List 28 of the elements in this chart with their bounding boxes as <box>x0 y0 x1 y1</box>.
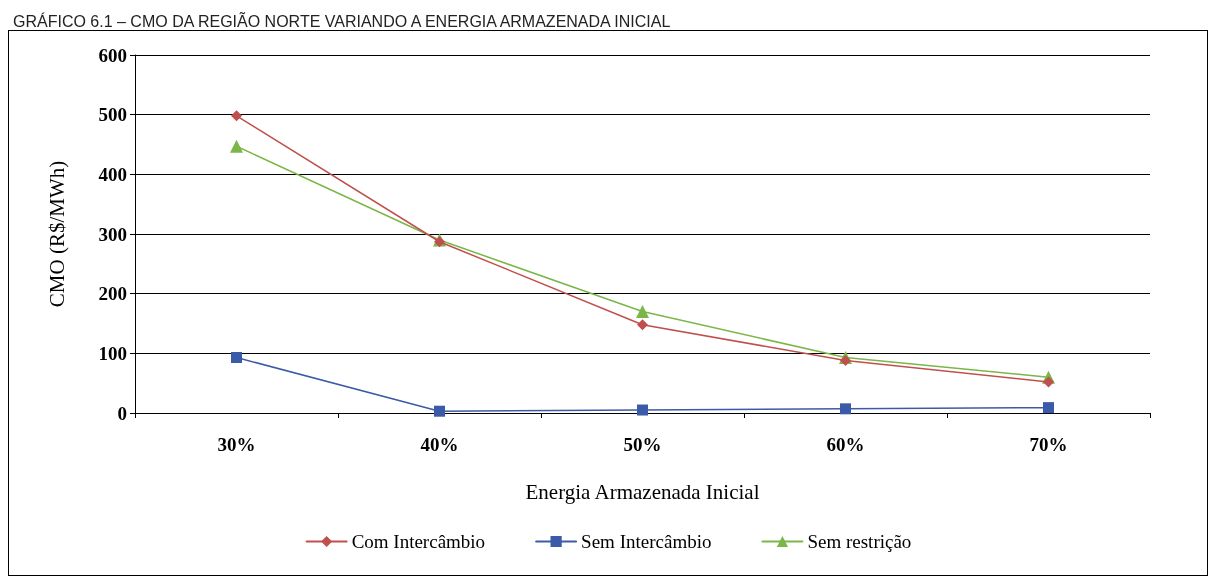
x-tick-label: 70% <box>1029 434 1068 455</box>
y-tick-label: 200 <box>98 283 127 305</box>
y-tick-label: 500 <box>98 104 127 126</box>
x-tick-label: 30% <box>217 434 256 455</box>
point <box>231 352 242 364</box>
legend-label: Sem restrição <box>807 531 912 552</box>
point <box>231 110 242 122</box>
legend-label: Sem Intercâmbio <box>581 531 712 552</box>
y-tick-label: 100 <box>98 342 127 364</box>
point <box>637 319 648 331</box>
point <box>840 403 851 415</box>
chart-title: GRÁFICO 6.1 – CMO DA REGIÃO NORTE VARIANDO A ENERGIA ARMAZENADA INICIAL <box>13 10 671 30</box>
x-tick-label: 40% <box>420 434 459 455</box>
point <box>1043 402 1054 414</box>
x-tick-label: 60% <box>826 434 865 455</box>
legend-label: Com Intercâmbio <box>351 531 486 552</box>
point <box>636 305 649 319</box>
y-tick-label: 300 <box>98 223 127 245</box>
point <box>434 405 445 417</box>
x-axis-title: Energia Armazenada Inicial <box>525 479 760 504</box>
point <box>230 139 243 153</box>
point <box>1043 376 1054 388</box>
y-tick-label: 0 <box>117 402 127 424</box>
y-tick-label: 600 <box>98 44 127 66</box>
point <box>637 404 648 416</box>
y-axis-title: CMO (R$/MWh) <box>44 160 69 308</box>
y-tick-label: 400 <box>98 163 127 185</box>
x-tick-label: 50% <box>623 434 662 455</box>
